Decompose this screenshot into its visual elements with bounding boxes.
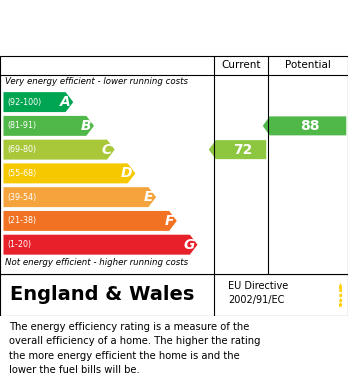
Polygon shape xyxy=(209,140,266,159)
Text: Potential: Potential xyxy=(285,60,331,70)
Polygon shape xyxy=(3,187,156,207)
Text: (81-91): (81-91) xyxy=(8,121,37,130)
Text: (1-20): (1-20) xyxy=(8,240,32,249)
Polygon shape xyxy=(263,117,346,135)
Text: Energy Efficiency Rating: Energy Efficiency Rating xyxy=(10,32,232,47)
Text: (69-80): (69-80) xyxy=(8,145,37,154)
Text: B: B xyxy=(80,119,91,133)
Text: Current: Current xyxy=(221,60,261,70)
Text: F: F xyxy=(165,214,174,228)
Polygon shape xyxy=(3,211,177,231)
Text: The energy efficiency rating is a measure of the
overall efficiency of a home. T: The energy efficiency rating is a measur… xyxy=(9,322,260,375)
Text: Very energy efficient - lower running costs: Very energy efficient - lower running co… xyxy=(5,77,188,86)
Text: C: C xyxy=(102,143,112,157)
Text: 72: 72 xyxy=(233,143,252,157)
Text: Not energy efficient - higher running costs: Not energy efficient - higher running co… xyxy=(5,258,188,267)
Text: (55-68): (55-68) xyxy=(8,169,37,178)
Text: (39-54): (39-54) xyxy=(8,193,37,202)
Polygon shape xyxy=(3,92,73,112)
Text: D: D xyxy=(121,167,133,180)
Text: EU Directive
2002/91/EC: EU Directive 2002/91/EC xyxy=(228,281,288,305)
Polygon shape xyxy=(3,116,94,136)
Text: (21-38): (21-38) xyxy=(8,216,37,226)
Text: G: G xyxy=(183,238,195,252)
Polygon shape xyxy=(3,163,135,183)
Polygon shape xyxy=(3,235,198,255)
Text: England & Wales: England & Wales xyxy=(10,285,195,305)
Text: (92-100): (92-100) xyxy=(8,98,42,107)
Text: E: E xyxy=(144,190,153,204)
Text: A: A xyxy=(60,95,70,109)
Text: 88: 88 xyxy=(300,119,319,133)
Polygon shape xyxy=(3,140,115,160)
